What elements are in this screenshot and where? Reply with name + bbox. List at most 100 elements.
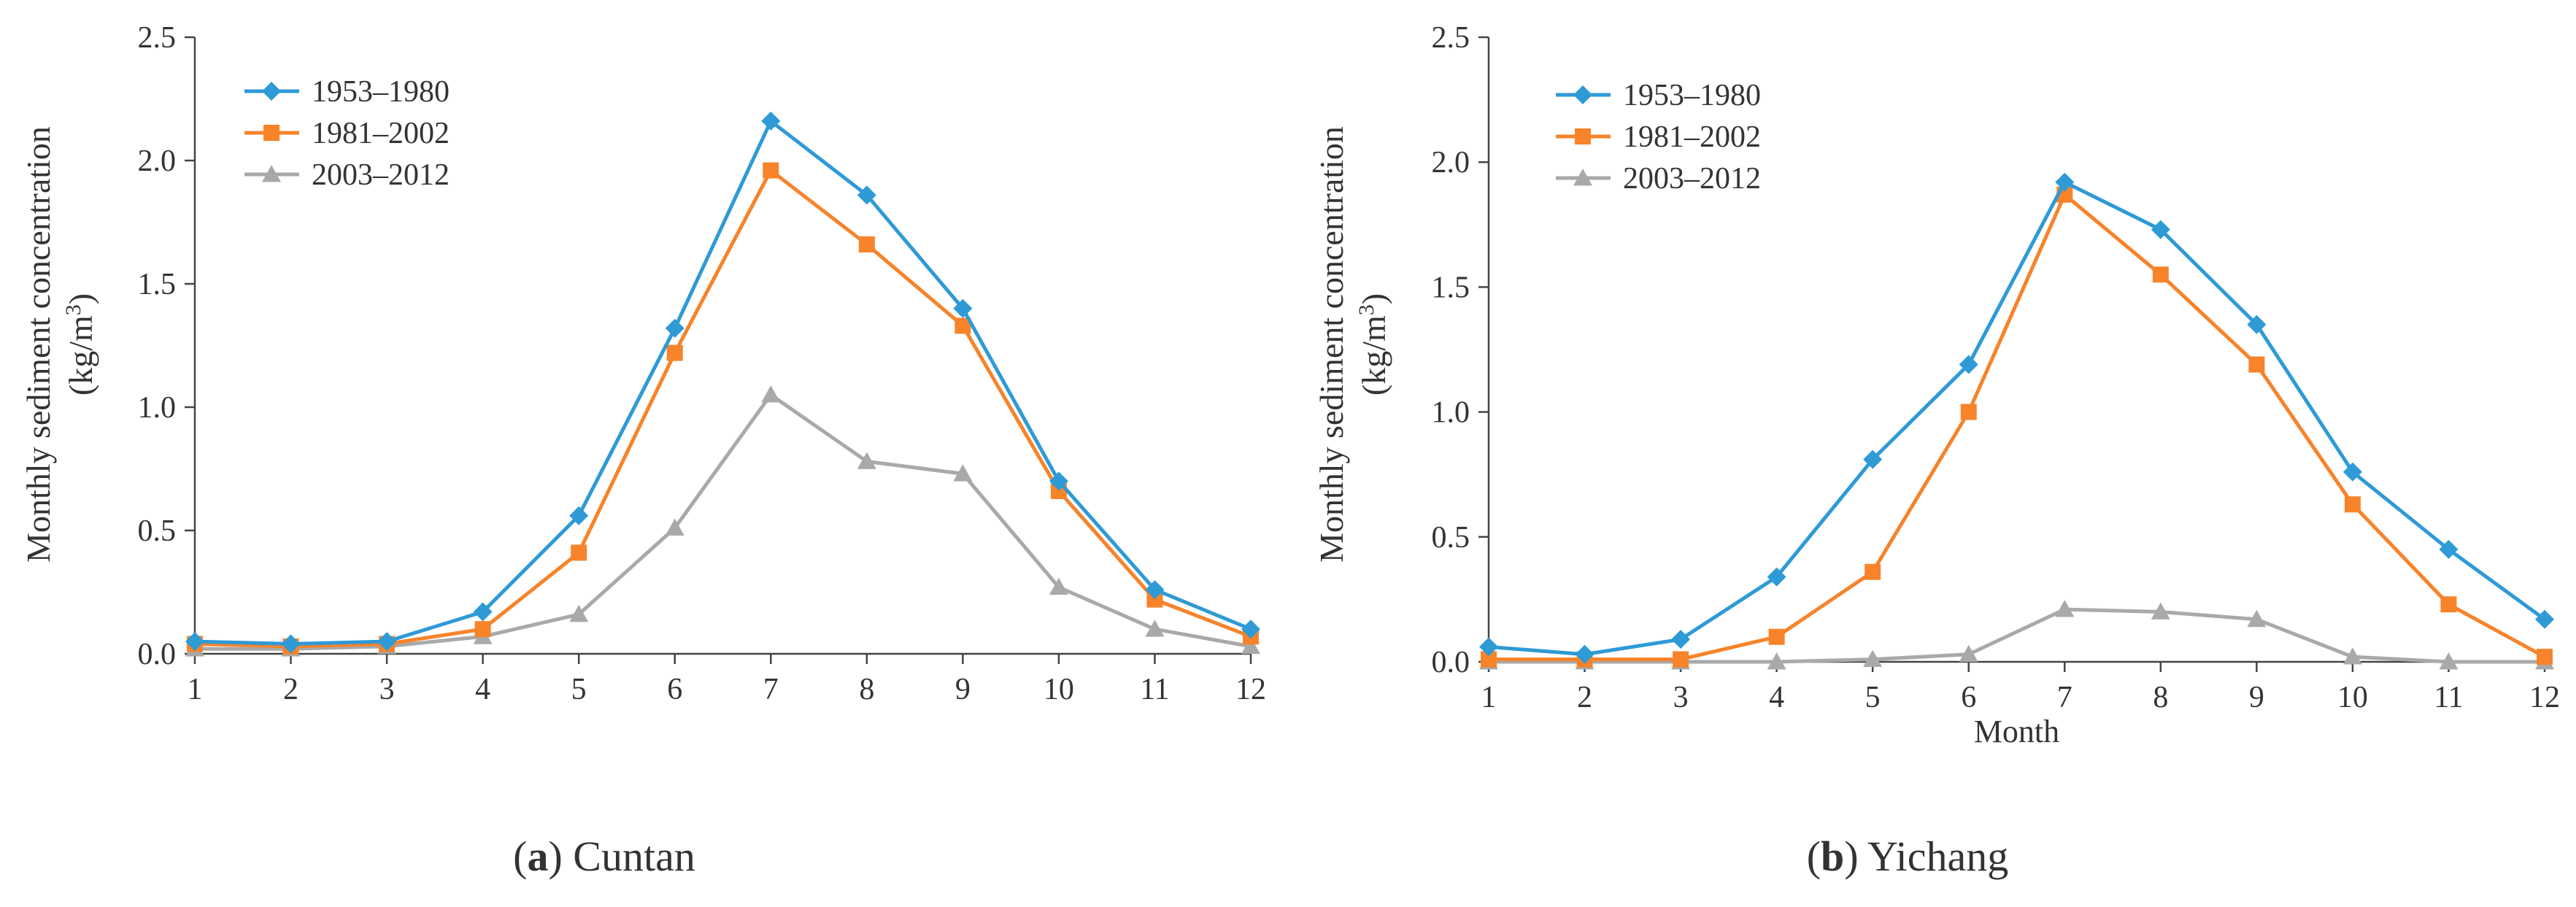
caption-paren-open: ( (513, 833, 527, 880)
diamond-marker (2247, 314, 2267, 334)
y-tick-label: 1.5 (138, 268, 177, 301)
y-axis-label: Monthly sediment concentration (kg/m3) (20, 126, 99, 563)
diamond-marker (2055, 172, 2075, 192)
diamond-marker (1767, 567, 1786, 587)
caption-station: Cuntan (563, 833, 695, 880)
y-axis-label-unit-prefix: (kg/m (62, 315, 99, 395)
x-tick-label: 8 (2153, 681, 2168, 714)
y-tick-label: 2.0 (138, 144, 177, 178)
y-axis-label: Monthly sediment concentration (kg/m3) (1313, 126, 1392, 563)
square-marker (858, 236, 875, 252)
diamond-marker (665, 318, 685, 338)
legend-label: 1981–2002 (312, 117, 450, 150)
y-axis-label-unit-prefix: (kg/m (1355, 315, 1392, 395)
triangle-marker (1573, 169, 1592, 186)
square-marker (474, 621, 491, 638)
triangle-marker (2151, 602, 2170, 620)
square-marker (1864, 563, 1881, 580)
y-tick-label: 0.0 (1432, 646, 1470, 679)
triangle-marker (953, 464, 973, 482)
diamond-marker (569, 506, 589, 525)
diamond-marker (377, 632, 397, 652)
triangle-marker (2247, 609, 2267, 628)
diamond-marker (1479, 637, 1498, 657)
square-marker (2440, 596, 2457, 613)
diamond-marker (1241, 620, 1260, 639)
legend-label: 1953–1980 (312, 75, 450, 109)
square-marker (2344, 496, 2361, 513)
chart-panel-b: 0.00.51.01.52.02.51 2 3 4 5 6 7 8 9 10 11 12MonthMo… (1313, 21, 2560, 880)
y-tick-label: 2.0 (1432, 146, 1470, 180)
x-tick-label: 6 (1961, 681, 1976, 714)
x-tick-label: 5 (571, 673, 587, 706)
diamond-marker (1573, 85, 1592, 104)
y-tick-label: 1.0 (1432, 396, 1470, 430)
y-tick-label: 2.5 (1432, 21, 1470, 55)
square-marker (1768, 628, 1785, 645)
series-line (194, 119, 1252, 646)
x-tick-label: 12 (2529, 681, 2560, 714)
legend: 1953–1980 1981–2002 2003–2012 (244, 75, 450, 192)
caption-letter: b (1821, 833, 1844, 880)
diamond-marker (2342, 462, 2362, 482)
diamond-marker (1863, 449, 1883, 469)
legend-label: 2003–2012 (1623, 162, 1761, 196)
x-tick-label: 9 (2249, 681, 2264, 714)
x-tick-label: 11 (1140, 673, 1169, 706)
y-tick-label: 0.0 (138, 638, 177, 671)
square-marker (1960, 404, 1977, 420)
square-marker (2248, 356, 2265, 373)
x-tick-label: 8 (859, 673, 874, 706)
series-line (195, 393, 1252, 651)
diamond-marker (262, 82, 281, 101)
y-tick-label: 1.5 (1432, 271, 1470, 304)
x-tick-label: 11 (2434, 681, 2463, 714)
x-tick-label: 1 (188, 673, 203, 706)
chart-panel-a: 0.00.51.01.52.02.51 2 3 4 5 6 7 8 9 10 11 12Monthly… (20, 21, 1266, 880)
diamond-marker (185, 632, 204, 652)
square-marker (1673, 651, 1689, 668)
series-triangle (185, 385, 1260, 657)
diamond-marker (1145, 580, 1165, 600)
x-tick-label: 3 (379, 673, 395, 706)
x-tick-label: 10 (1044, 673, 1074, 706)
x-tick-label: 7 (2057, 681, 2072, 714)
triangle-marker (569, 604, 589, 622)
x-tick-label: 4 (1769, 681, 1784, 714)
y-axis-label-unit-suffix: ) (62, 293, 99, 304)
triangle-marker (2055, 600, 2075, 617)
series-diamond (1479, 172, 2554, 664)
caption-station: Yichang (1859, 833, 2009, 880)
x-tick-label: 3 (1673, 681, 1689, 714)
diamond-marker (953, 298, 973, 318)
diamond-marker (2151, 220, 2170, 239)
x-tick-label: 10 (2337, 681, 2368, 714)
panel-caption: (a) Cuntan (513, 833, 695, 880)
legend-label: 1981–2002 (1623, 120, 1761, 154)
square-marker (2537, 649, 2553, 665)
square-marker (571, 544, 587, 561)
square-marker (263, 125, 279, 141)
triangle-marker (2439, 652, 2459, 670)
y-axis-label-unit-superscript: 3 (61, 304, 85, 315)
y-tick-label: 1.0 (138, 391, 177, 425)
x-tick-label: 7 (763, 673, 779, 706)
triangle-marker (761, 385, 781, 403)
x-tick-label: 2 (1577, 681, 1592, 714)
diamond-marker (2535, 609, 2554, 629)
triangle-marker (665, 518, 685, 536)
triangle-marker (1241, 636, 1260, 655)
diamond-marker (473, 602, 493, 622)
triangle-marker (1959, 644, 1978, 663)
x-tick-label: 6 (667, 673, 682, 706)
triangle-marker (1145, 620, 1165, 637)
square-marker (955, 317, 971, 334)
caption-letter: a (527, 833, 548, 880)
square-marker (763, 162, 779, 179)
diamond-marker (857, 185, 876, 205)
caption-paren-close: ) (1844, 833, 1858, 880)
diamond-marker (281, 634, 301, 654)
diamond-marker (1575, 644, 1594, 664)
y-axis-label-unit-superscript: 3 (1354, 304, 1378, 315)
